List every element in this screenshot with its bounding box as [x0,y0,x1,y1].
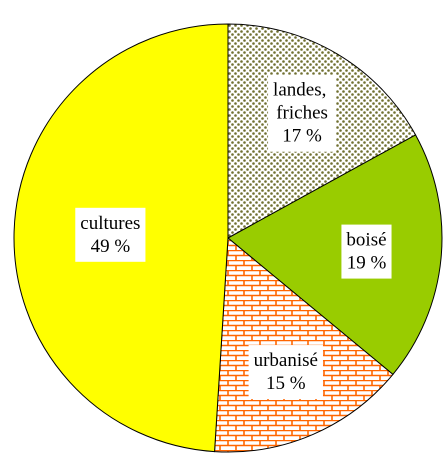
category-label: landes, friches [273,80,331,124]
category-label: boisé [346,230,386,251]
value-label: 19 % [347,253,387,274]
category-label: cultures [80,213,140,234]
label-box [75,207,146,262]
value-label: 17 % [282,126,322,147]
label-box [341,224,392,279]
category-label: urbanisé [254,350,318,371]
value-label: 15 % [266,373,306,394]
value-label: 49 % [91,236,131,257]
pie-slice [227,134,443,376]
label-box [248,345,323,400]
label-box [268,74,337,152]
